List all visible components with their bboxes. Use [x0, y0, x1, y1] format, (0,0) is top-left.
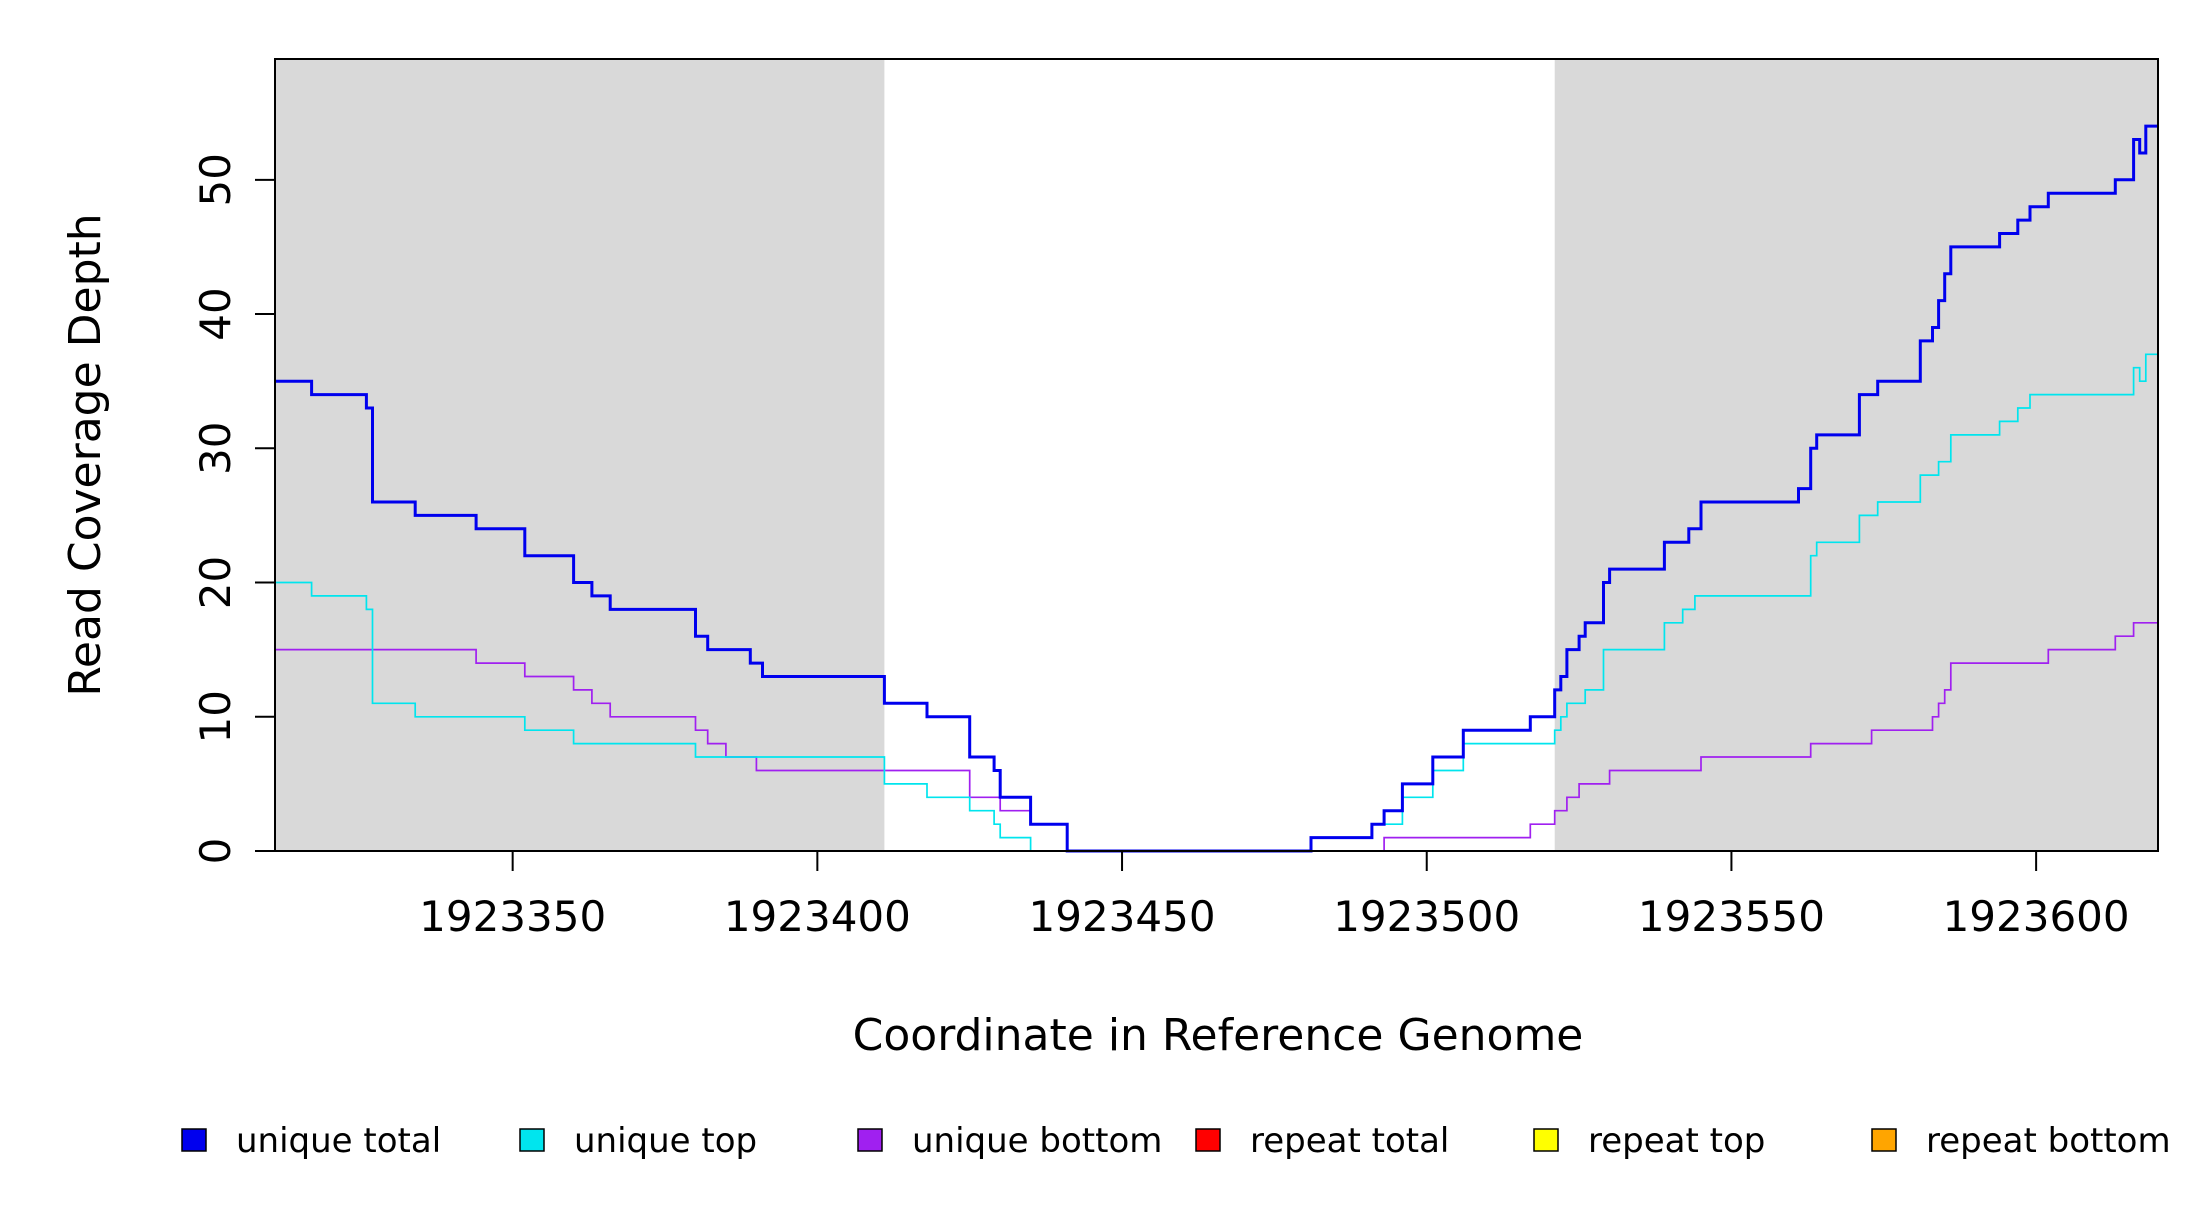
shaded-region-2	[1554, 59, 2158, 851]
series-line-unique-bottom	[275, 621, 2158, 852]
legend-item-repeat-bottom: repeat bottom	[1871, 1121, 2171, 1161]
legend-item-unique-total: unique total	[181, 1121, 441, 1161]
y-tick-label: 0	[191, 838, 240, 865]
legend-swatch	[181, 1128, 207, 1152]
legend-swatch	[857, 1128, 883, 1152]
y-tick-label: 50	[191, 153, 240, 206]
x-tick-label: 1923350	[419, 892, 606, 941]
y-axis-ticks: 0 10 20 30 40 50	[191, 153, 275, 864]
x-tick-label: 1923500	[1333, 892, 1520, 941]
legend-item-unique-bottom: unique bottom	[857, 1121, 1162, 1161]
legend: unique total unique top unique bottom repea…	[181, 1121, 2171, 1161]
x-tick-label: 1923550	[1638, 892, 1825, 941]
legend-swatch	[1871, 1128, 1897, 1152]
y-axis-title: Read Coverage Depth	[60, 213, 111, 696]
series-line-unique-top	[275, 353, 2158, 852]
legend-item-unique-top: unique top	[519, 1121, 757, 1161]
x-tick-label: 1923600	[1943, 892, 2130, 941]
legend-swatch	[519, 1128, 545, 1152]
legend-item-repeat-total: repeat total	[1195, 1121, 1449, 1161]
legend-label: unique top	[574, 1121, 757, 1161]
y-tick-label: 20	[191, 556, 240, 609]
legend-item-repeat-top: repeat top	[1533, 1121, 1765, 1161]
shaded-regions	[275, 59, 2158, 851]
x-axis-ticks: 1923350 1923400 1923450 1923500 1923550 19236…	[419, 851, 2130, 941]
legend-label: repeat top	[1588, 1121, 1765, 1161]
legend-swatch	[1195, 1128, 1221, 1152]
x-tick-label: 1923450	[1029, 892, 1216, 941]
shaded-region-1	[275, 59, 885, 851]
y-tick-label: 30	[191, 422, 240, 475]
x-tick-label: 1923400	[724, 892, 911, 941]
legend-label: repeat bottom	[1926, 1121, 2171, 1161]
legend-label: repeat total	[1250, 1121, 1449, 1161]
y-tick-label: 40	[191, 287, 240, 340]
legend-swatch	[1533, 1128, 1559, 1152]
series-line-unique-total	[275, 124, 2158, 853]
y-tick-label: 10	[191, 690, 240, 743]
legend-label: unique bottom	[912, 1121, 1162, 1161]
x-axis-title: Coordinate in Reference Genome	[853, 1010, 1584, 1061]
legend-label: unique total	[236, 1121, 441, 1161]
